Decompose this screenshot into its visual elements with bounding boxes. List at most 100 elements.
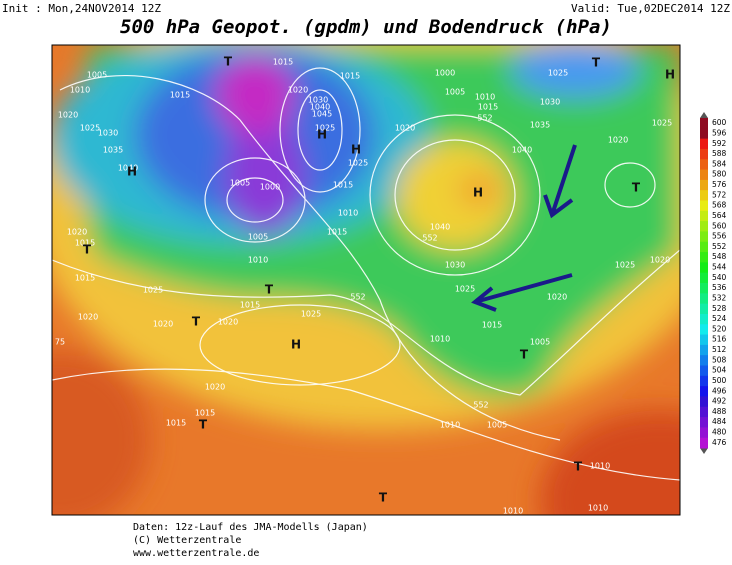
scale-swatch: [700, 118, 708, 129]
isobar-label: 1025: [548, 69, 568, 78]
scale-label: 476: [712, 438, 727, 447]
scale-swatch: [700, 313, 708, 325]
isobar-label: 1030: [445, 261, 465, 270]
isobar-label: 1010: [70, 86, 90, 95]
map-title: 500 hPa Geopot. (gpdm) und Bodendruck (h…: [120, 16, 612, 38]
scale-swatch: [700, 200, 708, 212]
scale-label: 488: [712, 407, 727, 416]
isobar-label: 1010: [440, 421, 460, 430]
scale-swatch: [700, 437, 708, 449]
pressure-center: H: [317, 128, 327, 142]
scale-swatch: [700, 344, 708, 356]
annotation-arrow: [471, 273, 573, 312]
scale-swatch: [700, 210, 708, 222]
isobar-label: 1030: [308, 96, 328, 105]
isobar-label: 1000: [435, 69, 455, 78]
height-label: 552: [477, 114, 492, 123]
isobar-label: 1025: [315, 124, 335, 133]
isobar-label: 1020: [205, 383, 225, 392]
isobar-label: 1015: [273, 58, 293, 67]
scale-swatch: [700, 427, 708, 439]
isobar-label: 1015: [478, 103, 498, 112]
pressure-center: T: [520, 348, 529, 362]
isobar-label: 1025: [615, 261, 635, 270]
footer-line: (C) Wetterzentrale: [133, 535, 241, 546]
isobar-label: 1020: [547, 293, 567, 302]
scale-swatch: [700, 159, 708, 171]
isobar-label: 1015: [340, 72, 360, 81]
scale-swatch: [700, 303, 708, 315]
isobar-label: 1015: [170, 91, 190, 100]
isobar-label: 1005: [445, 88, 465, 97]
scale-swatch: [700, 148, 708, 160]
scale-swatch: [700, 221, 708, 232]
map-labels: 1005101010201025103010351040101510151020…: [55, 55, 675, 516]
scale-label: 500: [712, 376, 727, 385]
scale-label: 508: [712, 355, 727, 364]
scale-label: 600: [712, 118, 727, 127]
isobar-label: 1015: [75, 274, 95, 283]
isobar-label: 1015: [327, 228, 347, 237]
scale-label: 588: [712, 149, 727, 158]
scale-label: 504: [712, 366, 727, 375]
pressure-center: T: [224, 55, 233, 69]
isobar-label: 1020: [650, 256, 670, 265]
isobar-label: 1020: [153, 320, 173, 329]
scale-label: 568: [712, 201, 727, 210]
annotation-arrow: [543, 144, 577, 219]
pressure-center: T: [632, 181, 641, 195]
scale-swatch: [700, 417, 708, 428]
isobar-label: 1030: [98, 129, 118, 138]
scale-swatch: [700, 293, 708, 305]
isobar-label: 1035: [103, 146, 123, 155]
isobar-label: 1005: [230, 179, 250, 188]
isobar-label: 1005: [87, 71, 107, 80]
scale-swatch: [700, 138, 708, 150]
scale-swatch: [700, 252, 708, 263]
scale-swatch: [700, 190, 708, 201]
scale-label: 528: [712, 304, 727, 313]
isobar-label: 1025: [80, 124, 100, 133]
scale-label: 512: [712, 345, 727, 354]
scale-label: 484: [712, 417, 727, 426]
pressure-center: T: [574, 460, 583, 474]
scale-label: 520: [712, 324, 727, 333]
valid-time: Valid: Tue,02DEC2014 12Z: [571, 2, 730, 15]
isobar-label: 1010: [503, 507, 523, 516]
pressure-center: H: [665, 68, 675, 82]
isobar-label: 1025: [652, 119, 672, 128]
scale-swatch: [700, 355, 708, 366]
isobar-label: 1025: [143, 286, 163, 295]
height-label: 552: [422, 234, 437, 243]
isobar-label: 1010: [588, 504, 608, 513]
isobar-label: 1005: [487, 421, 507, 430]
pressure-center: H: [291, 338, 301, 352]
scale-swatch: [700, 231, 708, 243]
scale-label: 548: [712, 252, 727, 261]
isobar-label: 1040: [310, 103, 330, 112]
scale-swatch: [700, 386, 708, 397]
footer-line: Daten: 12z-Lauf des JMA-Modells (Japan): [133, 522, 368, 533]
scale-swatch: [700, 396, 708, 408]
isobar-label: 1040: [512, 146, 532, 155]
scale-label: 492: [712, 397, 727, 406]
scale-label: 564: [712, 211, 727, 220]
isobar-label: 1020: [395, 124, 415, 133]
scale-swatch: [700, 272, 708, 284]
init-time: Init : Mon,24NOV2014 12Z: [2, 2, 161, 15]
scale-label: 556: [712, 232, 727, 241]
isobar-label: 1020: [288, 86, 308, 95]
scale-swatch: [700, 406, 708, 418]
isobar-label: 1010: [475, 93, 495, 102]
isobar-label: 1010: [248, 256, 268, 265]
scale-swatch: [700, 262, 708, 274]
scale-swatch: [700, 179, 708, 191]
scale-label: 496: [712, 386, 727, 395]
scale-swatch: [700, 375, 708, 387]
scale-label: 572: [712, 190, 727, 199]
pressure-center: H: [127, 165, 137, 179]
scale-swatch: [700, 334, 708, 346]
isobar-label: 1020: [58, 111, 78, 120]
scale-label: 576: [712, 180, 727, 189]
